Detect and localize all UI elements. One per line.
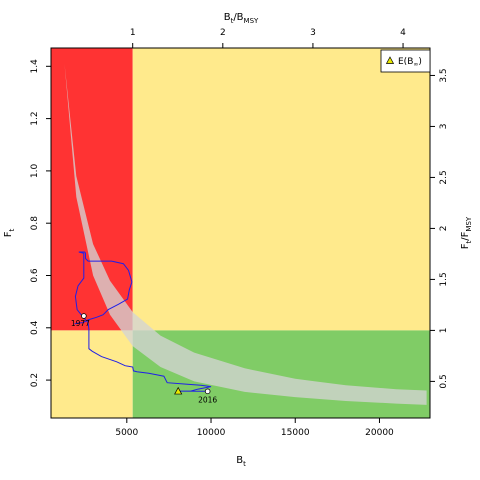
x-axis-title-sub: t	[243, 460, 246, 468]
x-axis-top-title: Bt/BMSY	[224, 12, 259, 25]
y-tick-label: 0.8	[30, 216, 40, 231]
legend-label-sub: ∞	[413, 61, 418, 68]
legend: E(B∞)	[380, 49, 431, 73]
end-point	[204, 388, 211, 395]
x-axis-top: 1 2 3 4	[130, 28, 406, 48]
y-axis-right: 0.5 1 1.5 2 2.5 3 3.5	[430, 68, 449, 389]
x-axis-top-title-sub: t	[231, 17, 234, 25]
zones-layer	[51, 48, 430, 418]
y-tick-label: 0.4	[30, 320, 40, 335]
x-top-tick-label: 3	[310, 28, 316, 38]
x-axis-title-main: B	[236, 455, 243, 466]
stock-trajectory-line	[74, 251, 212, 392]
x-top-tick-label: 4	[400, 28, 406, 38]
y-axis-title-main: F	[3, 231, 14, 237]
x-top-tick-label: 1	[130, 28, 136, 38]
y-axis-right-title-sep: /F	[460, 231, 471, 240]
y-tick-label: 1.2	[30, 111, 40, 125]
x-tick-label: 10000	[197, 428, 226, 438]
x-axis-top-title-sep: /B	[233, 12, 243, 23]
y-tick-label: 0.2	[30, 373, 40, 387]
y-right-tick-label: 3.5	[439, 68, 449, 82]
x-tick-label: 20000	[365, 428, 394, 438]
y-tick-label: 1.4	[30, 59, 40, 74]
start-point	[81, 313, 87, 319]
x-axis-top-title-main: B	[224, 12, 231, 23]
x-tick-label: 5000	[115, 428, 138, 438]
y-axis-right-title-sub2: MSY	[465, 216, 473, 231]
start-year-label: 1977	[71, 319, 90, 328]
legend-label-main: E(B	[398, 57, 413, 67]
x-axis: 5000 10000 15000 20000	[115, 418, 394, 438]
zone-yellow-lower	[51, 330, 133, 418]
y-axis: 0.2 0.4 0.6 0.8 1.0 1.2 1.4	[30, 59, 51, 387]
y-axis-title-sub: t	[8, 228, 16, 231]
zone-red	[51, 48, 133, 331]
legend-label: E(B∞)	[398, 57, 422, 68]
y-right-tick-label: 2	[439, 226, 449, 232]
zone-yellow-upper	[132, 48, 430, 331]
points-layer: 1977 2016	[71, 313, 217, 404]
y-right-tick-label: 2.5	[439, 170, 449, 184]
y-right-tick-label: 0.5	[439, 374, 449, 388]
legend-label-end: )	[418, 57, 422, 67]
y-right-tick-label: 3	[439, 124, 449, 130]
y-right-tick-label: 1.5	[439, 272, 449, 286]
y-axis-title: Ft	[3, 228, 16, 237]
y-tick-label: 0.6	[30, 268, 40, 283]
legend-triangle-icon	[385, 56, 395, 64]
legend-box	[380, 49, 431, 73]
x-top-tick-label: 2	[220, 28, 226, 38]
zone-green	[132, 330, 430, 418]
y-right-tick-label: 1	[439, 328, 449, 334]
end-year-label: 2016	[198, 395, 217, 404]
expected-point	[174, 386, 183, 395]
plot-frame	[50, 47, 431, 419]
y-axis-right-title-sub: t	[465, 240, 473, 243]
y-tick-label: 1.0	[30, 163, 40, 178]
x-axis-title: Bt	[236, 455, 246, 468]
y-axis-right-title: Ft/FMSY	[460, 216, 473, 249]
x-tick-label: 15000	[281, 428, 310, 438]
x-axis-top-title-sub2: MSY	[244, 17, 259, 25]
y-axis-right-title-main: F	[460, 243, 471, 249]
